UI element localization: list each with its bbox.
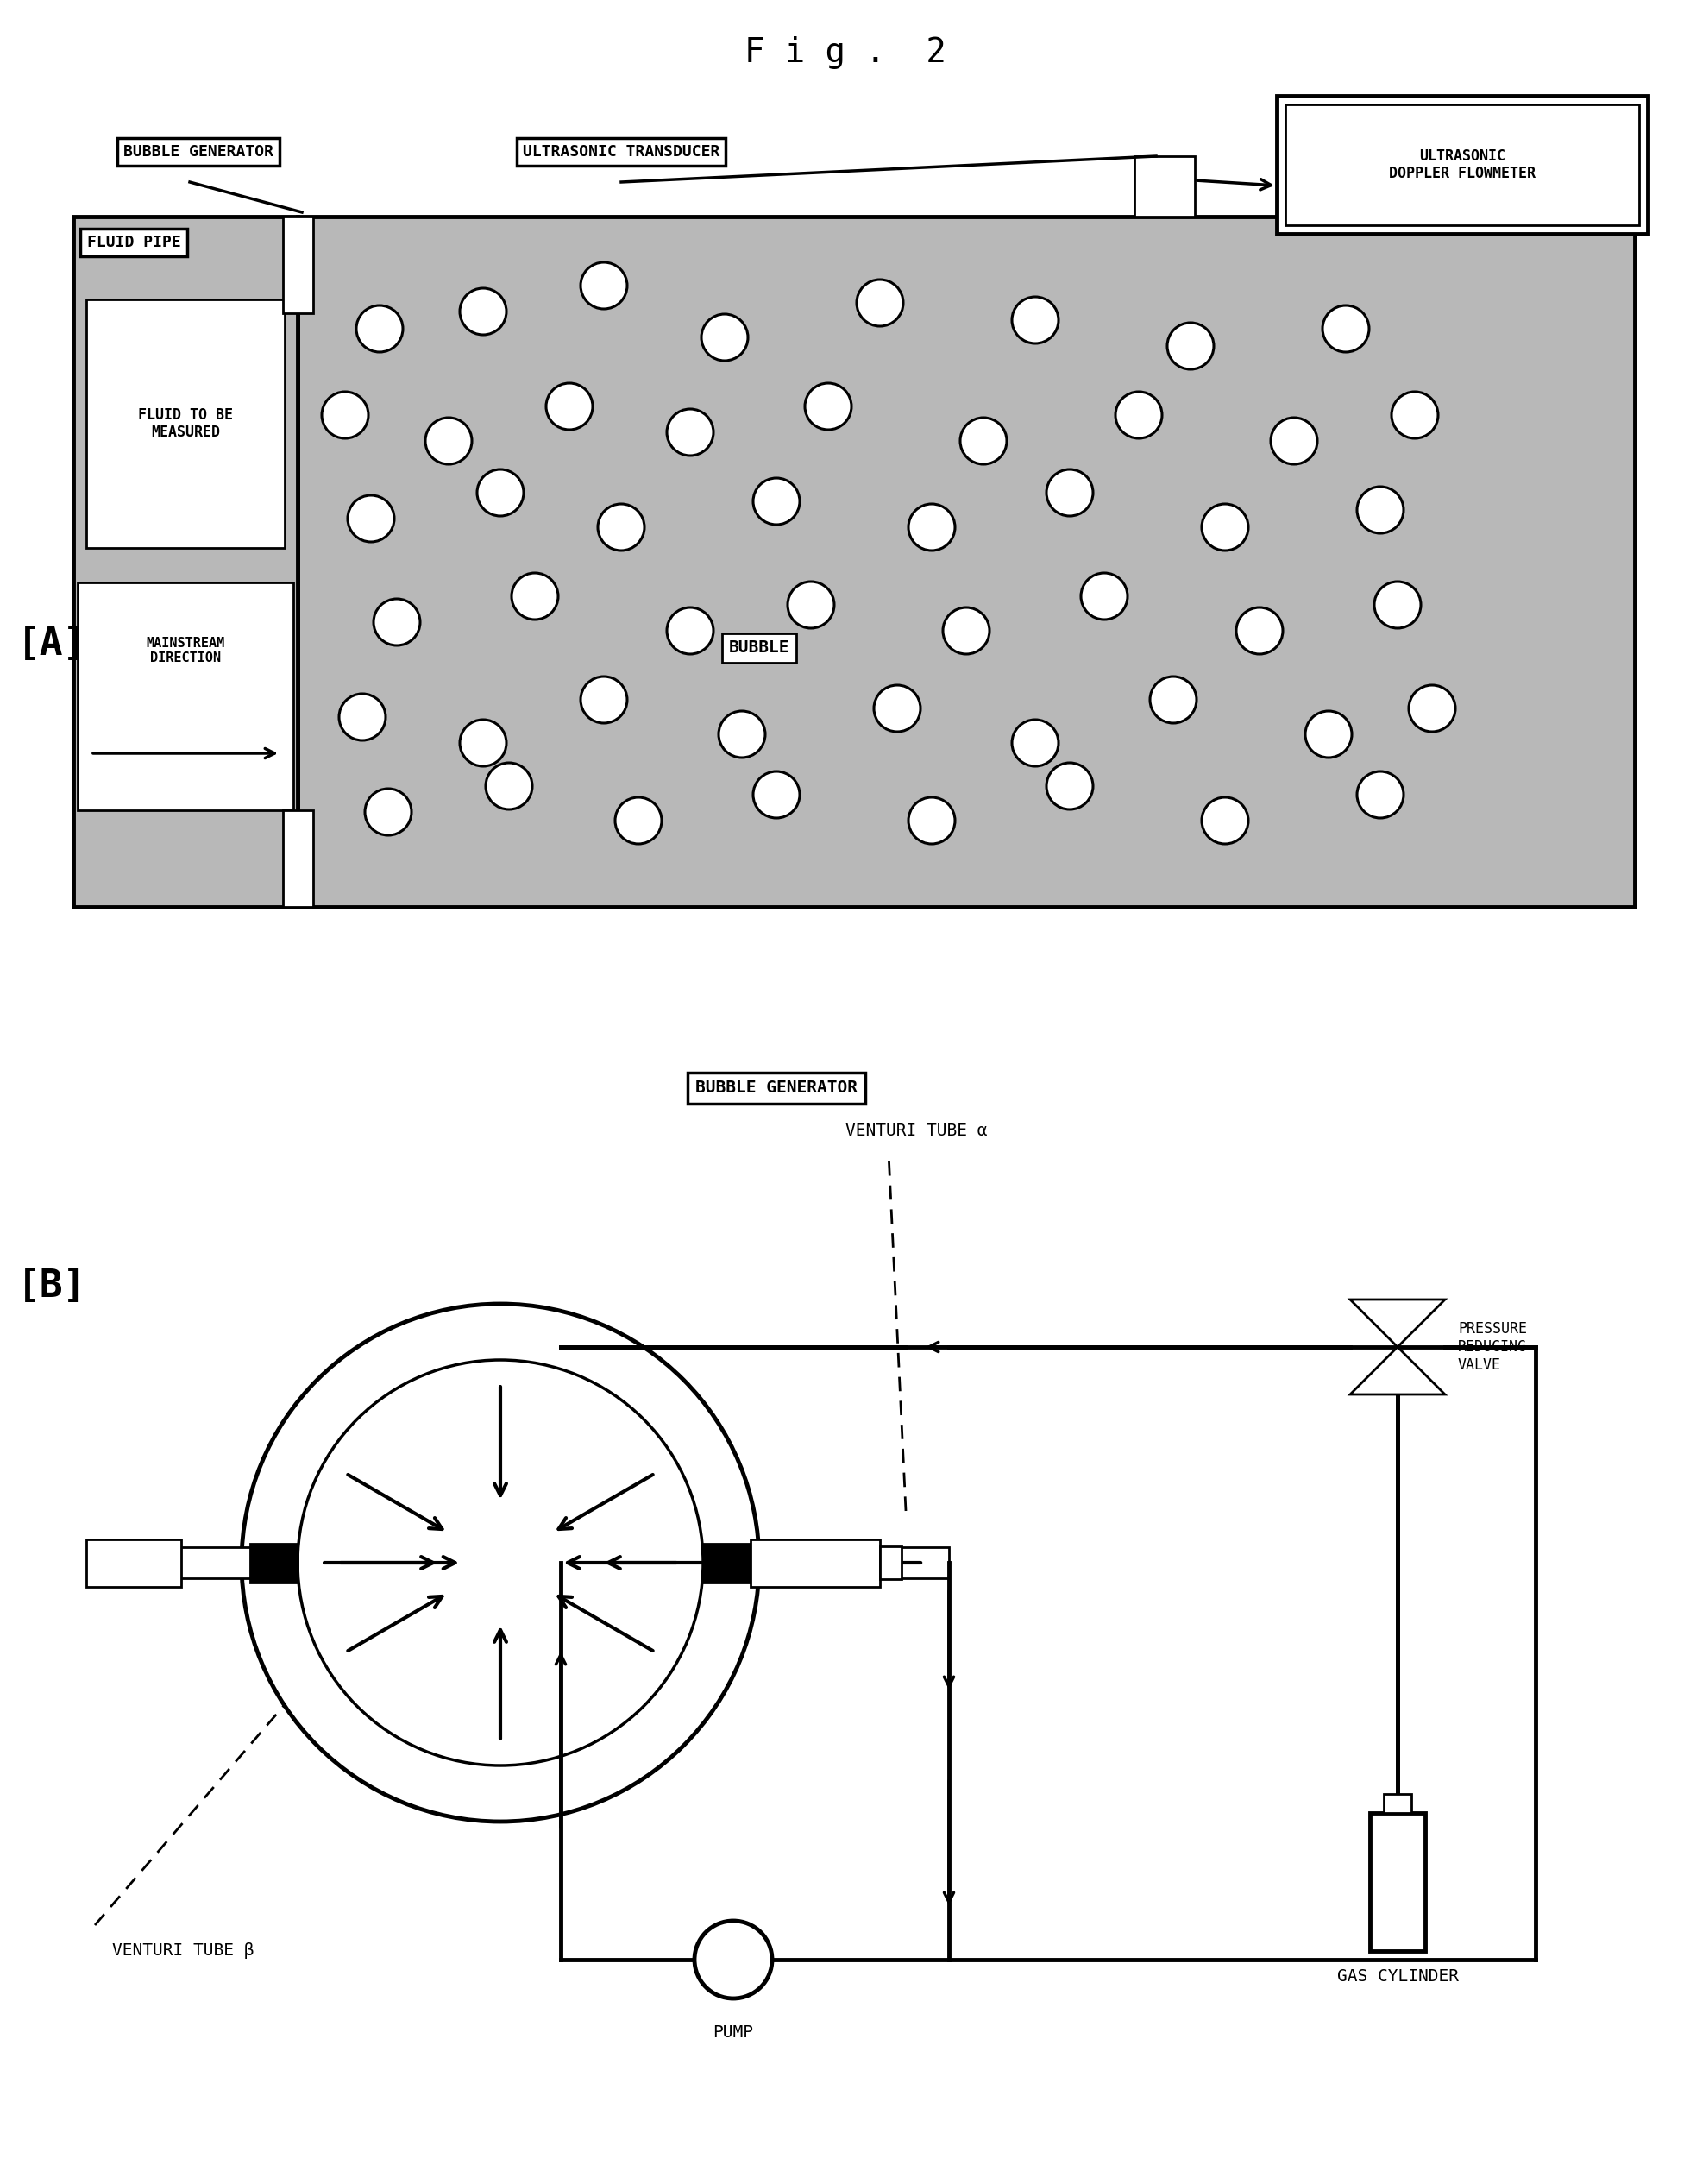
Circle shape xyxy=(1046,762,1093,810)
Circle shape xyxy=(718,712,766,758)
Circle shape xyxy=(1082,572,1127,620)
Bar xyxy=(1384,1793,1411,1813)
Circle shape xyxy=(460,288,507,334)
Text: FLUID TO BE
MEASURED: FLUID TO BE MEASURED xyxy=(139,406,233,441)
Circle shape xyxy=(581,677,627,723)
Text: PRESSURE
REDUCING
VALVE: PRESSURE REDUCING VALVE xyxy=(1458,1321,1528,1374)
Circle shape xyxy=(348,496,394,542)
Circle shape xyxy=(804,382,852,430)
Circle shape xyxy=(857,280,902,325)
Circle shape xyxy=(512,572,558,620)
Circle shape xyxy=(960,417,1007,465)
Circle shape xyxy=(695,1920,772,1998)
Circle shape xyxy=(701,314,749,360)
Circle shape xyxy=(1168,323,1213,369)
Circle shape xyxy=(788,581,835,629)
Circle shape xyxy=(598,505,644,550)
Text: [A]: [A] xyxy=(17,627,86,664)
Circle shape xyxy=(1149,677,1197,723)
Circle shape xyxy=(242,1304,759,1821)
Text: VENTURI TUBE β: VENTURI TUBE β xyxy=(112,1944,254,1959)
Bar xyxy=(880,1546,901,1579)
Circle shape xyxy=(1305,712,1352,758)
Circle shape xyxy=(909,797,955,843)
Circle shape xyxy=(615,797,662,843)
Circle shape xyxy=(426,417,472,465)
Text: BUBBLE: BUBBLE xyxy=(728,640,789,655)
Circle shape xyxy=(943,607,990,653)
Bar xyxy=(1134,157,1195,216)
Text: [B]: [B] xyxy=(17,1269,86,1306)
Circle shape xyxy=(1271,417,1317,465)
Circle shape xyxy=(668,607,713,653)
Circle shape xyxy=(1202,505,1249,550)
Bar xyxy=(1286,105,1639,225)
Circle shape xyxy=(581,262,627,308)
Circle shape xyxy=(1323,306,1369,352)
Text: BUBBLE GENERATOR: BUBBLE GENERATOR xyxy=(123,144,274,159)
Bar xyxy=(703,1544,750,1581)
Bar xyxy=(282,216,313,312)
Circle shape xyxy=(1012,297,1058,343)
Bar xyxy=(750,1540,880,1586)
Circle shape xyxy=(1012,721,1058,767)
Text: MAINSTREAM
DIRECTION: MAINSTREAM DIRECTION xyxy=(145,638,225,664)
Text: ULTRASONIC TRANSDUCER: ULTRASONIC TRANSDUCER xyxy=(522,144,720,159)
Circle shape xyxy=(754,771,799,819)
Polygon shape xyxy=(1350,1299,1445,1348)
Bar xyxy=(297,216,1634,906)
Bar xyxy=(86,1540,181,1586)
Circle shape xyxy=(668,408,713,456)
Bar xyxy=(73,216,297,906)
Text: VENTURI TUBE α: VENTURI TUBE α xyxy=(845,1123,987,1140)
Circle shape xyxy=(874,686,921,732)
Text: BUBBLE GENERATOR: BUBBLE GENERATOR xyxy=(695,1079,857,1096)
Circle shape xyxy=(1409,686,1455,732)
Text: GAS CYLINDER: GAS CYLINDER xyxy=(1337,1968,1458,1985)
Bar xyxy=(86,299,284,548)
Circle shape xyxy=(321,391,368,439)
Circle shape xyxy=(1235,607,1283,653)
Bar xyxy=(703,1546,950,1579)
Text: F i g .  2: F i g . 2 xyxy=(745,37,946,70)
Text: ULTRASONIC
DOPPLER FLOWMETER: ULTRASONIC DOPPLER FLOWMETER xyxy=(1389,149,1536,181)
Circle shape xyxy=(1357,771,1404,819)
Text: FLUID PIPE: FLUID PIPE xyxy=(86,234,181,251)
Bar xyxy=(1369,1813,1426,1950)
Circle shape xyxy=(1115,391,1163,439)
Circle shape xyxy=(340,695,385,740)
Circle shape xyxy=(357,306,402,352)
Bar xyxy=(130,1546,297,1579)
Circle shape xyxy=(1374,581,1421,629)
Circle shape xyxy=(373,598,421,646)
Circle shape xyxy=(1202,797,1249,843)
Circle shape xyxy=(477,470,524,515)
Circle shape xyxy=(485,762,532,810)
Circle shape xyxy=(1046,470,1093,515)
Bar xyxy=(250,1544,297,1581)
Circle shape xyxy=(1391,391,1438,439)
Circle shape xyxy=(297,1361,703,1765)
Polygon shape xyxy=(1350,1348,1445,1393)
Circle shape xyxy=(365,788,411,834)
Text: PUMP: PUMP xyxy=(713,2025,754,2040)
Bar xyxy=(78,583,294,810)
Circle shape xyxy=(1357,487,1404,533)
Bar xyxy=(282,810,313,906)
Bar xyxy=(1276,96,1648,234)
Circle shape xyxy=(909,505,955,550)
Circle shape xyxy=(754,478,799,524)
Circle shape xyxy=(546,382,593,430)
Circle shape xyxy=(460,721,507,767)
